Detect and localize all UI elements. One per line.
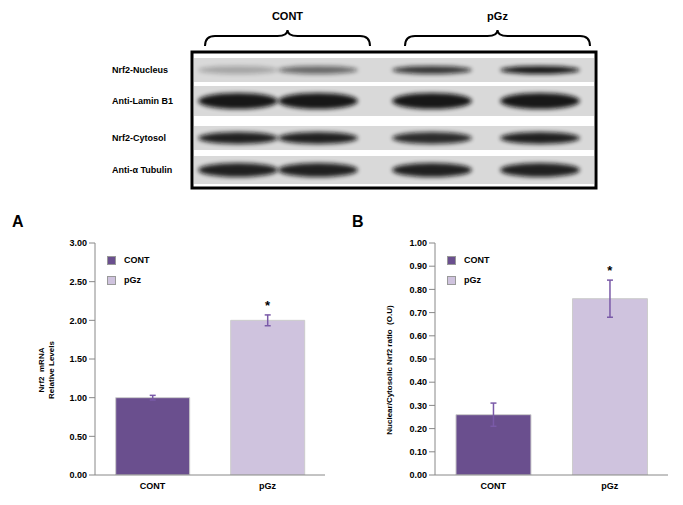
- html-text:Relative Levels: Relative Levels: [47, 341, 56, 399]
- html-text:CONT: CONT: [464, 255, 490, 265]
- svg-text:0.40: 0.40: [409, 377, 427, 387]
- svg-text:0.20: 0.20: [409, 424, 427, 434]
- html-text:pGz: pGz: [464, 275, 481, 285]
- svg-text:0.10: 0.10: [409, 447, 427, 457]
- svg-text:1.00: 1.00: [69, 393, 87, 403]
- svg-text:0.00: 0.00: [409, 470, 427, 480]
- svg-text:1.00: 1.00: [409, 238, 427, 248]
- svg-text:0.30: 0.30: [409, 401, 427, 411]
- svg-text:CONT: CONT: [272, 10, 303, 22]
- svg-text:0.80: 0.80: [409, 285, 427, 295]
- svg-text:0.00: 0.00: [69, 470, 87, 480]
- html-text:pGz: pGz: [124, 275, 141, 285]
- svg-text:CONT: CONT: [481, 481, 507, 491]
- svg-text:pGz: pGz: [487, 10, 508, 22]
- svg-text:*: *: [265, 298, 271, 313]
- svg-text:Nrf2-Cytosol: Nrf2-Cytosol: [112, 133, 166, 143]
- svg-text:1.50: 1.50: [69, 354, 87, 364]
- svg-text:Anti-α Tubulin: Anti-α Tubulin: [112, 165, 172, 175]
- svg-text:2.50: 2.50: [69, 277, 87, 287]
- svg-text:pGz: pGz: [601, 481, 618, 491]
- svg-text:Anti-Lamin B1: Anti-Lamin B1: [112, 96, 173, 106]
- svg-text:CONT: CONT: [140, 481, 166, 491]
- svg-text:0.70: 0.70: [409, 308, 427, 318]
- html-text:CONT: CONT: [124, 255, 150, 265]
- svg-text:*: *: [607, 263, 613, 278]
- html-text:Nuclear/Cytosolic Nrf2 ratio (: Nuclear/Cytosolic Nrf2 ratio (O.U): [385, 305, 394, 435]
- svg-text:0.50: 0.50: [69, 432, 87, 442]
- svg-text:0.50: 0.50: [409, 354, 427, 364]
- svg-text:0.90: 0.90: [409, 261, 427, 271]
- svg-text:Nrf2-Nucleus: Nrf2-Nucleus: [112, 65, 168, 75]
- svg-text:2.00: 2.00: [69, 316, 87, 326]
- svg-text:0.60: 0.60: [409, 331, 427, 341]
- html-text:A: A: [12, 213, 24, 230]
- html-text:Nrf2 mRNA: Nrf2 mRNA: [37, 347, 46, 393]
- svg-text:pGz: pGz: [259, 481, 276, 491]
- html-text:B: B: [352, 213, 364, 230]
- svg-text:3.00: 3.00: [69, 238, 87, 248]
